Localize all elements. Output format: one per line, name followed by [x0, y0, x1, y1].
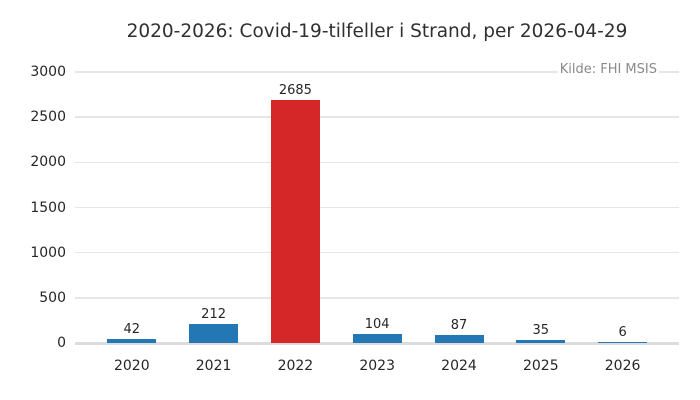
x-tick-label: 2026 [604, 358, 641, 374]
zero-baseline [75, 341, 679, 345]
gridline [75, 116, 679, 118]
gridline [75, 71, 679, 73]
bar-value-label: 104 [364, 316, 390, 332]
bar-2021 [189, 323, 239, 343]
gridline [75, 206, 679, 209]
y-tick-label: 1000 [30, 244, 66, 261]
bar-value-label: 212 [201, 306, 226, 322]
gridline [75, 161, 679, 164]
gridline [75, 297, 679, 299]
bar-value-label: 35 [532, 322, 550, 338]
y-tick-label: 2000 [30, 154, 66, 171]
bar-2023 [352, 333, 402, 343]
x-tick-label: 2025 [522, 358, 559, 374]
bar-2024 [434, 335, 484, 343]
x-tick-label: 2021 [195, 358, 232, 374]
y-tick-label: 3000 [30, 64, 66, 80]
chart-title: 2020-2026: Covid-19-tilfeller i Strand, … [126, 21, 628, 42]
source-annotation: Kilde: FHI MSIS [557, 62, 659, 77]
bar-2025 [516, 339, 566, 343]
bar-2020 [107, 339, 157, 343]
bar-2026 [598, 342, 648, 343]
bar-value-label: 2685 [278, 83, 312, 99]
y-tick-label: 500 [39, 289, 66, 306]
x-tick-label: 2020 [113, 358, 150, 374]
bar-value-label: 42 [123, 322, 141, 338]
bar-value-label: 87 [450, 318, 468, 334]
bar-value-label: 6 [618, 325, 627, 341]
y-tick-label: 0 [57, 335, 66, 351]
y-tick-label: 2500 [30, 109, 66, 126]
y-tick-label: 1500 [30, 199, 66, 216]
x-tick-label: 2024 [441, 358, 477, 374]
x-tick-label: 2023 [359, 358, 395, 374]
gridline [75, 251, 679, 254]
bar-2022 [270, 100, 320, 343]
x-tick-label: 2022 [277, 358, 314, 374]
